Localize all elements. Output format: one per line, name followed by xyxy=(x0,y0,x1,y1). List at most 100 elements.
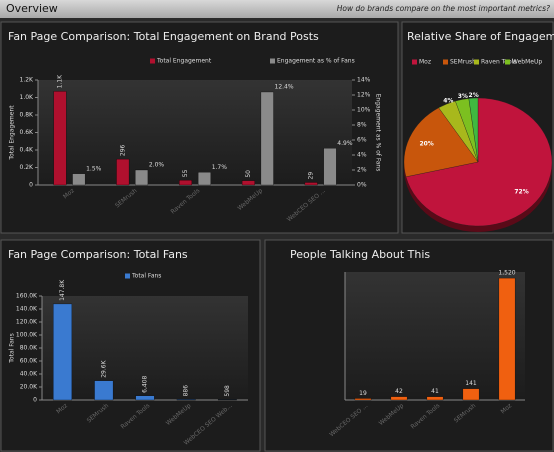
bar xyxy=(94,380,114,401)
bar xyxy=(72,173,86,186)
y-tick-label: 0.4K xyxy=(20,147,35,154)
data-label: 19 xyxy=(359,390,367,397)
data-label: 29.6K xyxy=(100,359,107,377)
y-tick-label: 0.8K xyxy=(20,112,35,119)
legend-swatch xyxy=(150,58,155,64)
legend-label: Engagement as % of Fans xyxy=(277,58,355,65)
pie-slice xyxy=(403,107,479,177)
legend-swatch xyxy=(125,273,130,279)
data-label: 12.4% xyxy=(275,84,294,91)
y-tick-label: 0 xyxy=(29,182,33,189)
legend-label: SEMrush xyxy=(450,59,476,66)
y2-tick-label: 6% xyxy=(357,137,367,144)
slice-label: 3% xyxy=(458,93,468,100)
data-label: 1.1K xyxy=(56,74,63,89)
legend-swatch xyxy=(443,59,448,65)
y2-tick-label: 2% xyxy=(357,167,367,174)
header-bar xyxy=(0,0,554,18)
legend-swatch xyxy=(505,59,510,65)
slice-label: 20% xyxy=(419,140,433,147)
bar xyxy=(390,396,408,401)
bar xyxy=(135,169,149,186)
bar xyxy=(53,91,67,186)
bar xyxy=(323,148,337,186)
y-axis-label: Total Engagement xyxy=(9,105,16,161)
y-tick-label: 80.0K xyxy=(20,345,38,352)
bar xyxy=(116,158,130,186)
plot-area xyxy=(38,80,352,185)
chart-title: Fan Page Comparison: Total Engagement on… xyxy=(8,30,319,43)
legend-label: Total Engagement xyxy=(156,58,212,65)
bar xyxy=(462,388,480,401)
y2-tick-label: 8% xyxy=(357,122,367,129)
slice-label: 2% xyxy=(469,92,479,99)
data-label: 6,408 xyxy=(142,375,149,392)
legend-swatch xyxy=(270,58,275,64)
bar xyxy=(426,396,444,401)
bar xyxy=(176,399,196,401)
bar xyxy=(260,91,274,186)
y2-tick-label: 0% xyxy=(357,182,367,189)
data-label: 147.8K xyxy=(59,279,66,301)
data-label: 886 xyxy=(183,385,190,397)
y2-tick-label: 14% xyxy=(357,77,371,84)
data-label: 4.9% xyxy=(337,140,353,147)
y-tick-label: 20.0K xyxy=(20,384,38,391)
data-label: 1,520 xyxy=(498,270,515,277)
bar xyxy=(197,172,211,186)
y-tick-label: 0.6K xyxy=(20,129,35,136)
y-tick-label: 120.0K xyxy=(16,319,38,326)
bar xyxy=(241,180,255,186)
chart-title: Relative Share of Engagement xyxy=(407,30,554,43)
legend-label: Total Fans xyxy=(131,273,161,280)
y-tick-label: 140.0K xyxy=(16,306,38,313)
y-tick-label: 0 xyxy=(33,397,37,404)
data-label: 41 xyxy=(431,388,439,395)
data-label: 1.5% xyxy=(86,165,102,172)
y2-tick-label: 4% xyxy=(357,152,367,159)
legend-label: WebMeUp xyxy=(512,59,542,66)
slice-label: 72% xyxy=(514,188,528,195)
pie-slice xyxy=(405,97,553,227)
data-label: 1.7% xyxy=(212,164,228,171)
y-tick-label: 1.0K xyxy=(20,94,35,101)
legend-label: Raven Tools xyxy=(481,59,516,66)
bar xyxy=(135,395,155,401)
data-label: 50 xyxy=(245,170,252,178)
bar xyxy=(498,277,516,401)
bar xyxy=(53,303,73,401)
legend-swatch xyxy=(412,59,417,65)
y2-tick-label: 12% xyxy=(357,92,371,99)
data-label: 141 xyxy=(465,380,477,387)
header-title: Overview xyxy=(6,2,58,15)
data-label: 2.0% xyxy=(149,162,165,169)
y-tick-label: 100.0K xyxy=(16,332,38,339)
data-label: 55 xyxy=(182,169,189,177)
y-tick-label: 160.0K xyxy=(16,293,38,300)
data-label: 296 xyxy=(119,144,126,156)
data-label: 29 xyxy=(308,172,315,180)
data-label: 42 xyxy=(395,388,403,395)
y2-tick-label: 10% xyxy=(357,107,371,114)
chart-title: Fan Page Comparison: Total Fans xyxy=(8,248,188,261)
slice-label: 4% xyxy=(443,97,453,104)
chart-title: People Talking About This xyxy=(290,248,430,261)
y-axis-label: Total Fans xyxy=(9,333,16,363)
y-tick-label: 0.2K xyxy=(20,164,35,171)
bar xyxy=(179,180,193,186)
bar xyxy=(354,398,372,401)
legend-label: Moz xyxy=(419,59,431,66)
legend-swatch xyxy=(474,59,479,65)
plot-area xyxy=(42,296,248,400)
y2-axis-label: Engagement as % of Fans xyxy=(375,94,382,172)
bar xyxy=(304,182,318,186)
pie-slice xyxy=(468,97,479,163)
data-label: 598 xyxy=(224,385,231,397)
y-tick-label: 60.0K xyxy=(20,358,38,365)
header-subtitle: How do brands compare on the most import… xyxy=(337,4,550,13)
y-tick-label: 40.0K xyxy=(20,371,38,378)
y-tick-label: 1.2K xyxy=(20,77,35,84)
plot-area xyxy=(345,272,525,400)
